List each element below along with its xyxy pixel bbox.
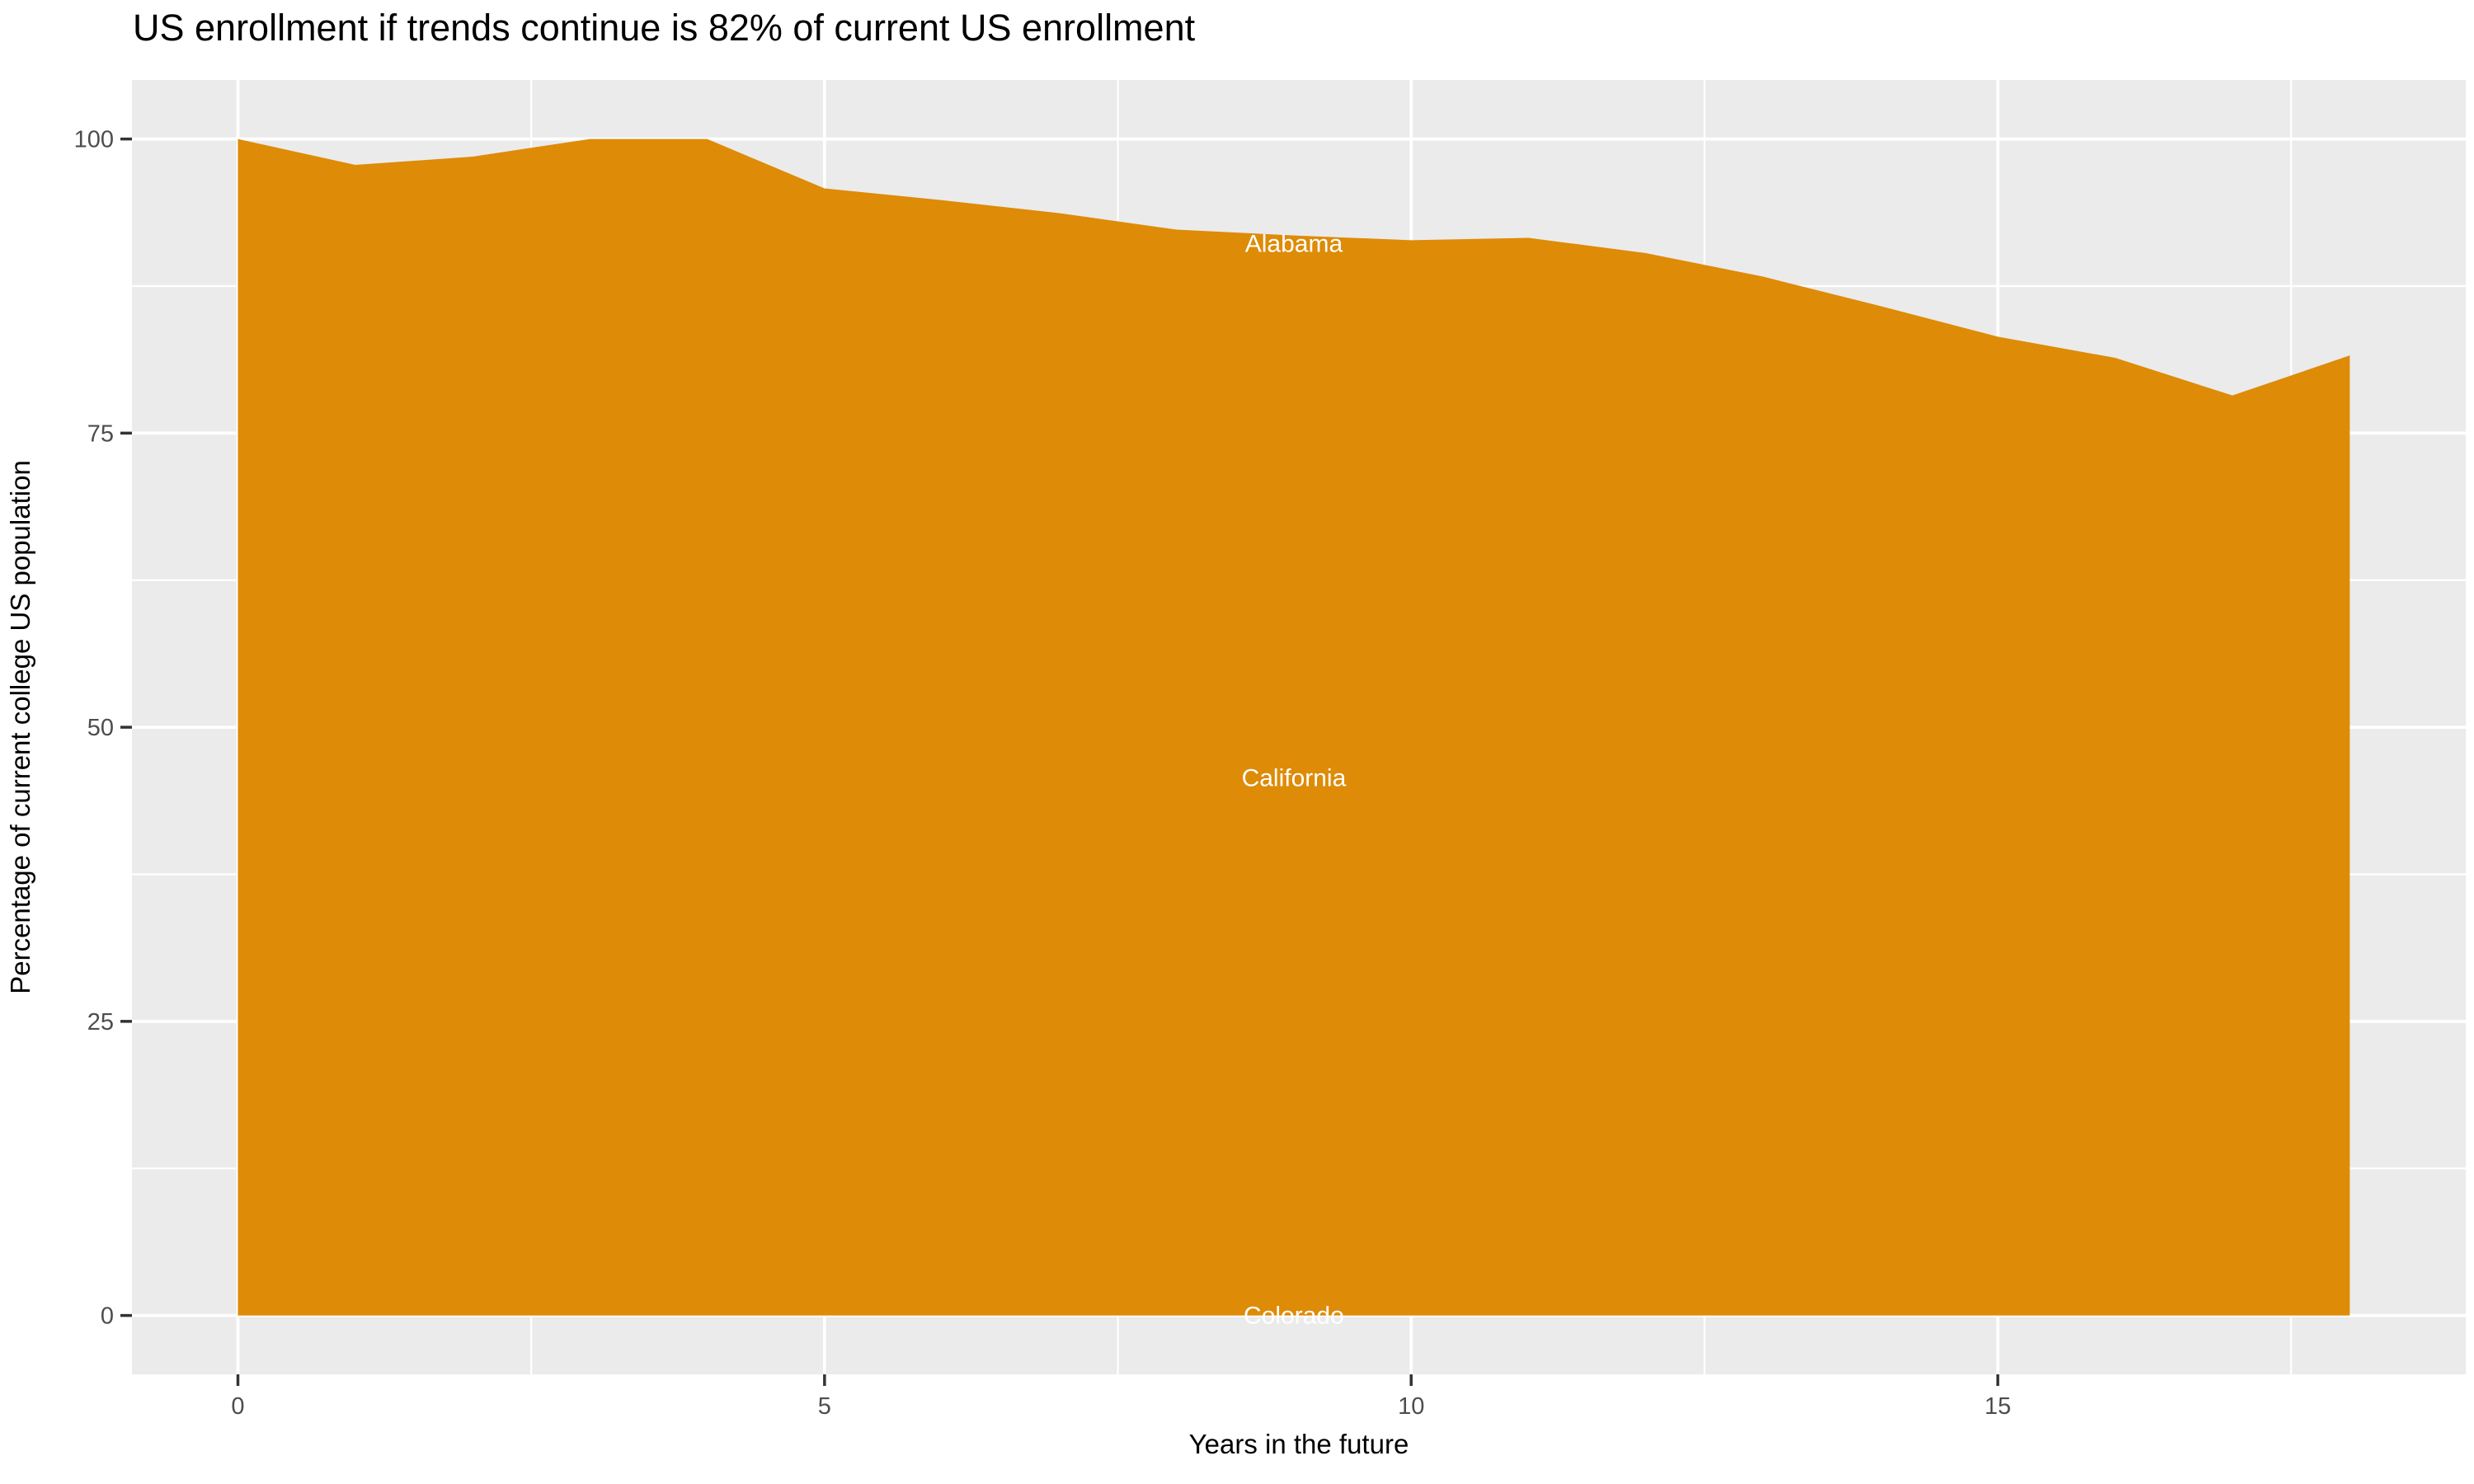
state-label-colorado: Colorado [1244, 1303, 1344, 1330]
y-tick-label: 75 [87, 420, 114, 447]
y-tick-label: 0 [101, 1303, 114, 1330]
stacked-area-layer [238, 139, 2350, 1316]
x-tick-label: 15 [1984, 1393, 2011, 1420]
x-tick-label: 10 [1398, 1393, 1424, 1420]
state-label-layer: Alabama California Colorado [1242, 231, 1347, 1330]
x-tick-label: 5 [818, 1393, 831, 1420]
y-tick-label: 25 [87, 1009, 114, 1036]
y-tick-label: 100 [74, 127, 114, 153]
axis-tick-layer: 0 5 10 15 0 25 50 75 100 [74, 127, 2011, 1420]
y-tick-label: 50 [87, 715, 114, 741]
state-label-california: California [1242, 764, 1347, 791]
y-axis-title: Percentage of current college US populat… [5, 460, 35, 994]
chart-title: US enrollment if trends continue is 82% … [133, 7, 1196, 49]
state-label-alabama: Alabama [1245, 231, 1343, 258]
x-axis-title: Years in the future [1189, 1429, 1409, 1459]
x-tick-label: 0 [231, 1393, 244, 1420]
enrollment-area [238, 139, 2350, 1316]
